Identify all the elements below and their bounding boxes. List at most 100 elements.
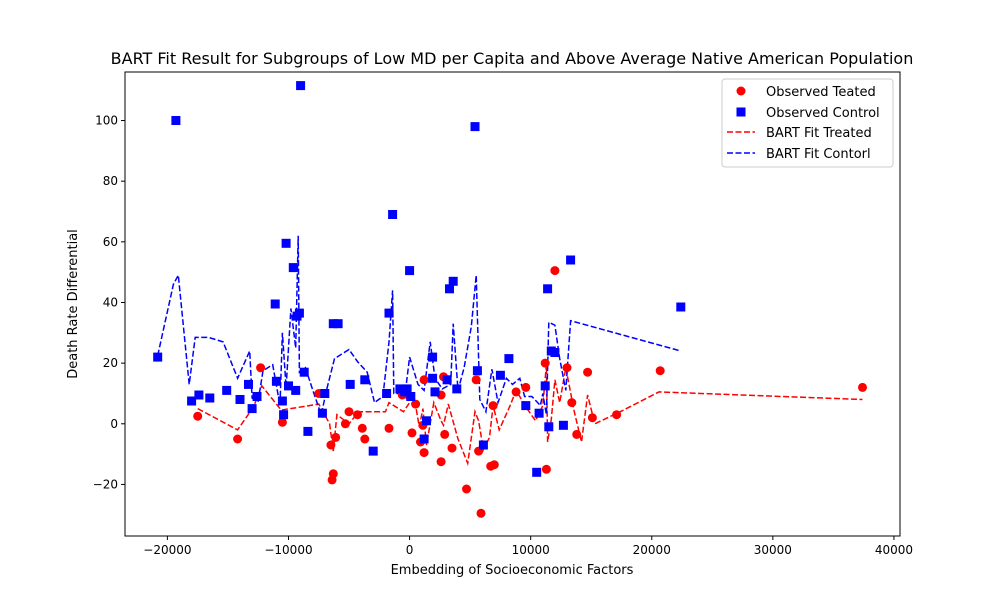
treated-point <box>384 423 394 433</box>
control-point <box>299 367 309 377</box>
control-point <box>388 210 398 219</box>
control-point <box>442 375 452 385</box>
y-tick-label: 20 <box>103 356 118 370</box>
treated-point <box>340 419 350 429</box>
control-point <box>187 396 197 406</box>
treated-point <box>462 484 471 494</box>
control-point <box>428 352 438 362</box>
y-tick-label: −20 <box>93 477 118 491</box>
legend-box <box>721 78 894 168</box>
control-point <box>284 381 293 391</box>
y-axis: −20 0 20 40 60 80 100 <box>93 114 125 491</box>
control-point <box>566 255 576 265</box>
control-point <box>279 410 289 420</box>
treated-point <box>655 366 665 376</box>
treated-point <box>447 443 457 453</box>
control-point <box>550 348 560 357</box>
treated-point <box>858 382 867 392</box>
control-point <box>277 396 287 406</box>
y-tick-label: 80 <box>103 174 118 188</box>
control-point <box>422 416 431 426</box>
treated-point <box>331 432 341 442</box>
treated-point <box>583 367 593 377</box>
treated-point <box>326 440 336 450</box>
treated-point <box>193 411 203 421</box>
control-point <box>406 392 416 401</box>
control-point <box>303 426 313 436</box>
control-point <box>270 299 280 309</box>
legend-label-bart-fit-treated: BART Fit Treated <box>766 126 872 141</box>
plot-area <box>153 81 867 518</box>
control-point <box>271 376 281 386</box>
control-point <box>153 352 163 362</box>
control-point <box>419 434 429 444</box>
legend-treated-marker <box>736 86 746 96</box>
treated-point <box>540 358 550 368</box>
x-tick-label: 20000 <box>633 543 671 557</box>
control-point <box>676 302 686 312</box>
control-point <box>504 354 514 364</box>
treated-point <box>489 460 499 470</box>
treated-point <box>511 387 521 397</box>
y-tick-label: 40 <box>103 295 118 309</box>
treated-point <box>357 423 367 433</box>
control-point <box>395 384 405 394</box>
control-point <box>544 422 554 432</box>
treated-point <box>488 401 498 411</box>
legend-control-marker <box>736 107 746 117</box>
control-point <box>294 308 304 318</box>
treated-point <box>328 469 338 479</box>
control-point <box>205 393 215 403</box>
legend: Observed Teated Observed Control BART Fi… <box>721 78 894 168</box>
treated-point <box>436 457 446 467</box>
control-point <box>244 379 253 389</box>
control-point <box>171 116 181 125</box>
treated-point <box>277 417 287 427</box>
treated-point <box>360 434 370 444</box>
control-point <box>235 395 245 404</box>
control-point <box>194 390 204 400</box>
control-point <box>445 284 454 294</box>
plot-frame <box>124 71 901 537</box>
y-axis-label: Death Rate Differential <box>66 229 81 379</box>
treated-point <box>562 363 572 373</box>
x-tick-label: 40000 <box>875 543 913 557</box>
y-tick-label: 0 <box>110 417 118 431</box>
x-tick-label: 0 <box>406 543 414 557</box>
treated-point <box>440 429 450 439</box>
control-point <box>384 308 394 318</box>
control-point <box>534 408 544 418</box>
control-point <box>470 122 480 132</box>
treated-point <box>476 508 486 518</box>
control-point <box>540 381 550 391</box>
control-point <box>448 276 458 286</box>
control-point <box>532 467 542 477</box>
x-axis: −20000 −10000 0 10000 20000 30000 40000 <box>143 536 913 557</box>
x-axis-label: Embedding of Socioeconomic Factors <box>391 563 634 578</box>
control-point <box>288 263 298 273</box>
fit-line-control <box>156 235 681 418</box>
fit-line-treated <box>197 364 863 467</box>
legend-label-observed-treated: Observed Teated <box>766 85 876 100</box>
control-point <box>558 420 568 430</box>
treated-point <box>587 413 597 423</box>
treated-point <box>567 398 577 408</box>
control-point <box>296 81 306 91</box>
control-point <box>402 384 412 394</box>
control-point <box>333 319 343 329</box>
chart-title: BART Fit Result for Subgroups of Low MD … <box>111 49 914 68</box>
treated-point <box>407 428 417 438</box>
control-point <box>405 266 415 276</box>
control-point <box>430 387 440 397</box>
treated-point <box>256 363 266 373</box>
treated-point <box>411 399 421 409</box>
control-point <box>291 385 301 395</box>
x-tick-label: −10000 <box>264 543 312 557</box>
y-tick-label: 60 <box>103 235 118 249</box>
control-point <box>428 373 438 383</box>
control-point <box>495 370 505 380</box>
treated-point <box>419 375 429 385</box>
treated-point <box>521 382 531 392</box>
control-point <box>252 392 262 401</box>
